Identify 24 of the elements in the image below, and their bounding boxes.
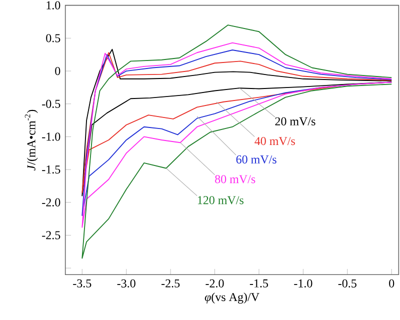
y-tick-label: -2.5 [42, 231, 60, 240]
text: 20 mV/s [275, 117, 316, 126]
y-tick-label: -1.0 [42, 132, 60, 141]
x-tick-label: -1.5 [250, 279, 268, 288]
y-tick-label: -0.5 [42, 100, 60, 108]
x-axis-title: φ(vs Ag)/V [204, 292, 260, 304]
y-tick-label: 0 [55, 66, 60, 76]
y-tick-label: 0.5 [46, 34, 60, 42]
line-series [82, 24, 392, 259]
text: 60 mV/s [236, 155, 276, 164]
text: 80 mV/s [215, 175, 256, 184]
y-axis-title: J/(mA•cm$^{-2}$) [24, 110, 38, 170]
y-tick-label: -1.5 [42, 166, 60, 174]
x-tick-label: -3.5 [73, 279, 92, 288]
x-tick-label: -2.0 [206, 279, 224, 288]
y-tick-label: -2.0 [42, 198, 60, 206]
x-tick-label: -1.0 [294, 279, 312, 288]
x-tick-label: -3.0 [117, 279, 136, 288]
x-tick-label: -0.5 [338, 279, 356, 288]
x-tick-label: 0 [389, 279, 394, 288]
text: 120 mV/s [198, 196, 244, 204]
y-tick-label: 1.0 [46, 1, 60, 10]
text: 40 mV/s [254, 136, 295, 146]
x-tick-label: -2.5 [161, 279, 180, 288]
